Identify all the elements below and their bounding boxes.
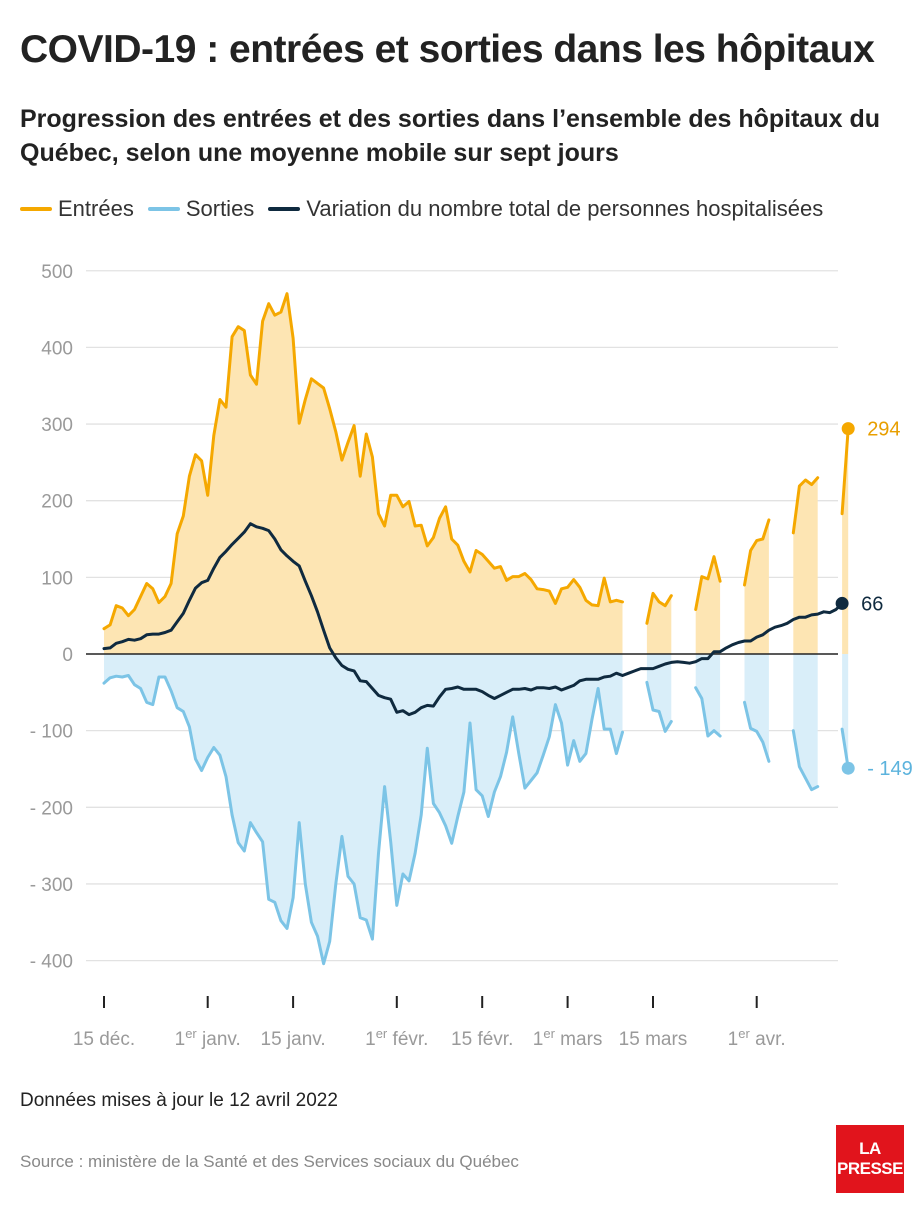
legend-item-entrees: Entrées	[20, 196, 134, 222]
line-sorties	[645, 680, 673, 733]
y-tick-label: - 300	[30, 875, 73, 896]
legend-swatch-sorties	[147, 207, 180, 211]
y-tick-label: 300	[41, 415, 73, 436]
x-tick-label: 15 mars	[619, 1029, 688, 1050]
chart-area: 500 400 300 200 100 0 - 100 - 200 - 300 - 400 15 …	[30, 262, 913, 1050]
area-sorties	[744, 654, 769, 762]
legend-swatch-entrees	[20, 207, 52, 211]
line-sorties	[791, 729, 820, 792]
y-axis-ticks: 500 400 300 200 100 0 - 100 - 200 - 300 - 400	[30, 262, 73, 973]
x-tick-label: 1er janv.	[175, 1026, 241, 1050]
line-entrees	[102, 292, 624, 631]
source-note: Source : ministère de la Santé et des Se…	[20, 1152, 519, 1171]
line-entrees	[840, 427, 850, 516]
end-label-entrees: 294	[867, 419, 900, 441]
legend-label-sorties: Sorties	[185, 196, 255, 221]
line-sorties	[102, 674, 624, 966]
x-tick-label: 15 janv.	[261, 1029, 326, 1050]
end-markers: 294 66 - 149	[835, 419, 913, 780]
legend-label-variation: Variation du nombre total de personnes h…	[306, 196, 824, 221]
x-tick-label: 15 déc.	[73, 1029, 135, 1050]
y-tick-label: 0	[62, 645, 73, 666]
area-entrees	[646, 593, 672, 654]
la-presse-logo: LA PRESSE	[836, 1125, 904, 1193]
area-sorties	[104, 654, 623, 964]
y-tick-label: - 200	[30, 798, 73, 819]
x-axis-ticks: 15 déc. 1er janv. 15 janv. 1er févr. 15 févr…	[73, 996, 786, 1050]
legend: Entrées Sorties Variation du nombre tota…	[20, 194, 837, 224]
x-tick-label: 1er mars	[533, 1026, 603, 1050]
area-entrees	[104, 293, 623, 654]
legend-label-entrees: Entrées	[58, 196, 134, 221]
area-entrees	[793, 477, 818, 654]
series-lines	[102, 292, 850, 966]
y-tick-label: 200	[41, 492, 73, 513]
line-sorties	[743, 700, 771, 763]
end-marker-sorties	[841, 761, 855, 775]
chart-title: COVID-19 : entrées et sorties dans les h…	[20, 28, 875, 71]
line-entrees	[694, 555, 722, 611]
area-sorties	[842, 654, 849, 769]
legend-item-sorties: Sorties	[147, 196, 255, 222]
end-marker-entrees	[841, 422, 855, 436]
x-tick-label: 15 févr.	[451, 1029, 513, 1050]
footnote: Données mises à jour le 12 avril 2022	[20, 1090, 338, 1111]
y-tick-label: 400	[41, 338, 73, 359]
legend-item-variation: Variation du nombre total de personnes h…	[268, 196, 823, 222]
area-sorties	[695, 654, 721, 736]
x-tick-label: 1er févr.	[365, 1026, 428, 1050]
area-fills	[104, 293, 849, 964]
line-sorties	[694, 686, 722, 738]
area-sorties	[793, 654, 818, 790]
logo-line-1: LA	[859, 1139, 881, 1158]
area-sorties	[646, 654, 672, 732]
line-sorties	[840, 727, 850, 770]
logo-line-2: PRESSE	[837, 1159, 903, 1178]
end-label-sorties: - 149	[867, 758, 913, 780]
line-variation	[102, 522, 844, 717]
line-entrees	[743, 518, 771, 587]
line-entrees	[791, 476, 820, 535]
y-tick-label: 100	[41, 568, 73, 589]
legend-swatch-variation	[268, 207, 301, 211]
x-tick-label: 1er avr.	[728, 1026, 786, 1050]
y-tick-label: 500	[41, 262, 73, 283]
line-entrees	[645, 591, 673, 625]
end-marker-variation	[835, 596, 849, 610]
y-tick-label: - 400	[30, 952, 73, 973]
end-label-variation: 66	[861, 593, 883, 615]
chart-subtitle: Progression des entrées et des sorties d…	[20, 105, 880, 167]
y-tick-label: - 100	[30, 722, 73, 743]
